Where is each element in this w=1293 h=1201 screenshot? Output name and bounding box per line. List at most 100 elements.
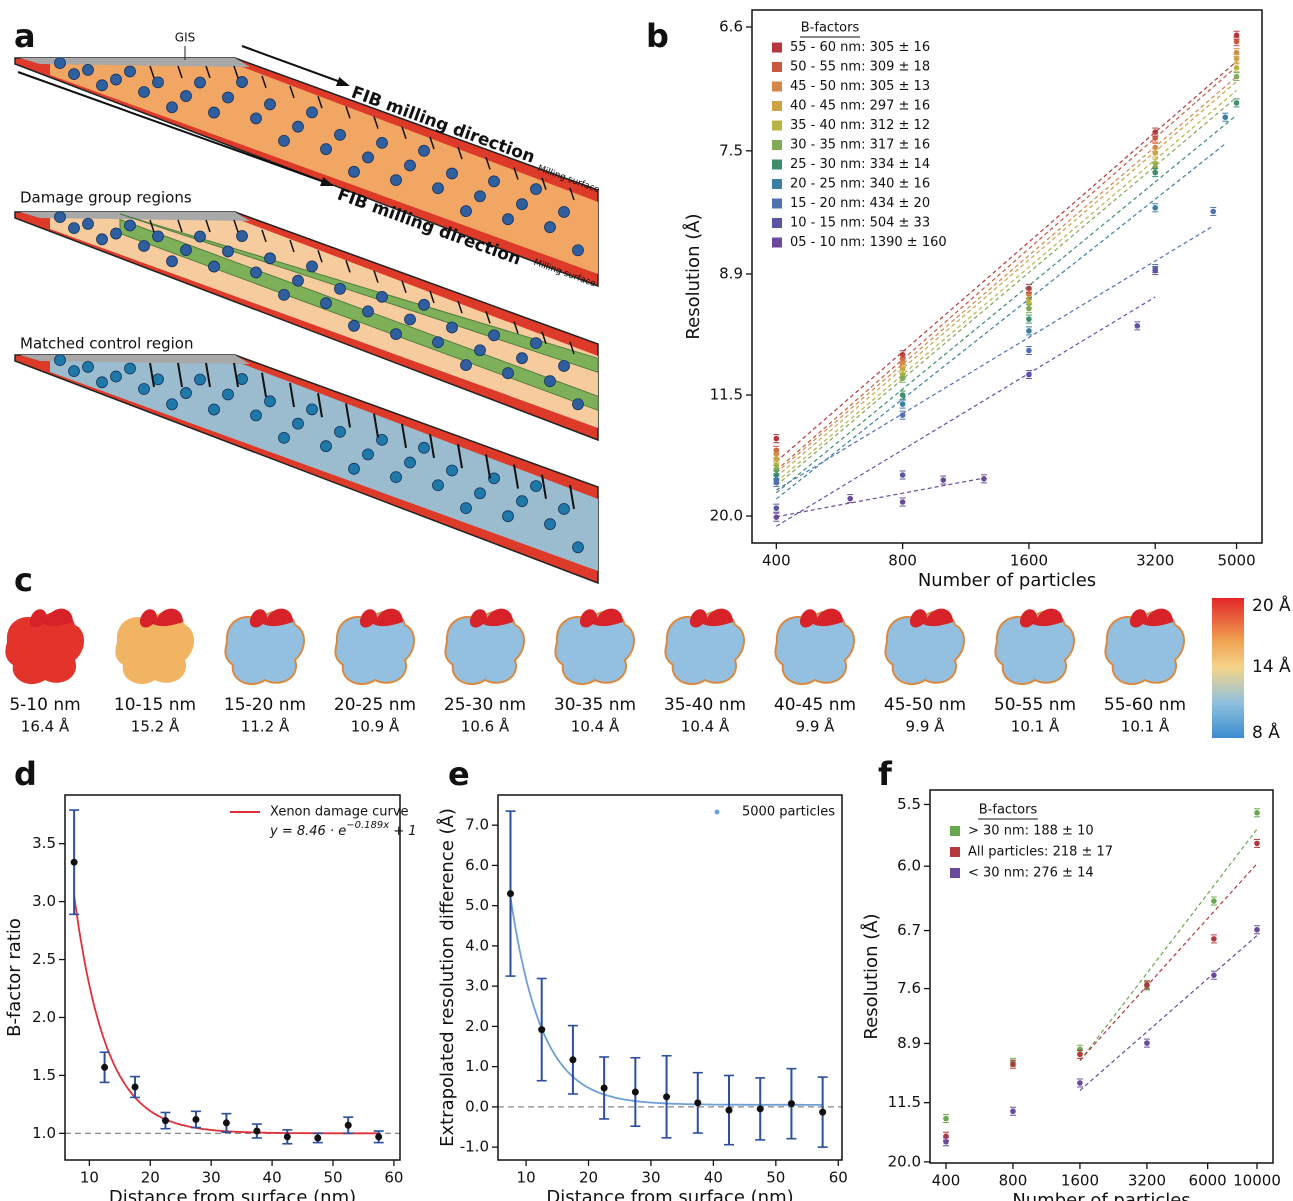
legend-equation-tail: + 1 <box>389 824 416 839</box>
colorbar <box>1212 598 1244 738</box>
map-top <box>579 608 623 628</box>
particle <box>250 112 262 125</box>
map-resolution: 16.4 Å <box>21 717 70 736</box>
damage-arrow <box>485 157 491 170</box>
point <box>1077 1051 1083 1058</box>
point <box>192 1115 200 1123</box>
particle <box>110 227 122 240</box>
particle <box>558 503 570 515</box>
y-tick-label: 5.5 <box>897 795 921 813</box>
point <box>1152 205 1159 211</box>
damage-arrow <box>569 341 575 355</box>
particle <box>348 462 360 475</box>
slab-inner <box>50 359 598 571</box>
point <box>1010 1061 1016 1067</box>
particle <box>516 495 528 508</box>
legend-marker <box>714 809 720 815</box>
particle <box>502 367 514 380</box>
point <box>1233 100 1240 106</box>
map-resolution: 15.2 Å <box>131 717 180 736</box>
x-axis-label: Number of particles <box>918 570 1096 591</box>
damage-arrow <box>233 362 239 388</box>
density-map <box>1104 608 1185 685</box>
particle <box>558 206 570 218</box>
particle <box>320 440 332 453</box>
particle <box>460 359 472 372</box>
particle <box>194 76 206 89</box>
damage-arrow <box>429 433 435 459</box>
point <box>1254 809 1260 816</box>
damage-arrow <box>513 167 519 180</box>
y-tick-label: 2.0 <box>465 1017 489 1035</box>
particle <box>82 64 94 76</box>
point <box>1144 1040 1150 1046</box>
damage-arrow <box>345 260 351 273</box>
particle <box>138 240 150 252</box>
map-body <box>5 611 85 685</box>
particle <box>362 448 374 461</box>
particle <box>572 398 584 411</box>
point <box>847 495 854 502</box>
particle <box>404 456 416 469</box>
damage-arrow <box>485 311 491 324</box>
damage-arrow <box>541 331 547 344</box>
map-top <box>799 608 843 628</box>
fit-line <box>775 76 1237 474</box>
legend-label: 40 - 45 nm: 297 ± 16 <box>790 99 930 114</box>
particle <box>376 136 388 149</box>
fit-line <box>775 114 1237 494</box>
legend-swatch <box>950 847 960 857</box>
y-tick-label: 3.0 <box>465 977 489 995</box>
particle <box>82 218 94 230</box>
particle <box>124 362 136 375</box>
map-top <box>359 608 403 628</box>
fit-line <box>776 296 1156 527</box>
particle <box>124 65 136 78</box>
density-map <box>334 608 415 685</box>
point <box>899 375 906 382</box>
x-tick-label: 40 <box>704 1169 723 1187</box>
x-tick-label: 10 <box>80 1169 99 1187</box>
particle <box>222 91 234 104</box>
point <box>1077 1046 1083 1053</box>
point <box>943 1115 949 1122</box>
point <box>1222 114 1229 121</box>
particle <box>320 143 332 156</box>
particle <box>404 313 416 326</box>
x-tick-label: 30 <box>641 1169 660 1187</box>
damage-arrow <box>149 362 155 388</box>
particle <box>278 134 290 147</box>
map-range: 30-35 nm <box>554 695 636 715</box>
particle <box>348 319 360 332</box>
x-axis-label: Number of particles <box>1012 1190 1190 1201</box>
y-tick-label: 11.5 <box>888 1093 921 1111</box>
point <box>506 890 514 898</box>
panel-label: f <box>878 755 893 793</box>
point <box>940 477 947 483</box>
particle <box>432 336 444 349</box>
legend-equation-base: y = 8.46 · e <box>269 824 346 839</box>
legend-swatch <box>772 159 782 170</box>
point <box>1233 56 1240 62</box>
damage-arrow <box>177 65 183 79</box>
point <box>1152 129 1159 135</box>
y-tick-label: 20.0 <box>888 1152 921 1170</box>
particle <box>404 159 416 172</box>
y-tick-label: 7.5 <box>719 141 743 159</box>
fit-line <box>775 60 1237 463</box>
map-top <box>139 608 183 628</box>
damage-arrow <box>541 177 547 190</box>
particle <box>362 151 374 164</box>
point <box>70 858 78 866</box>
slab-inner <box>50 216 598 428</box>
panel-label: b <box>646 17 669 55</box>
slab <box>14 57 599 288</box>
particle <box>96 233 108 246</box>
particle <box>474 344 486 357</box>
point <box>538 1026 546 1034</box>
particle <box>544 375 556 388</box>
particle <box>446 167 458 180</box>
damage-arrow <box>401 280 407 294</box>
particle <box>306 403 318 416</box>
